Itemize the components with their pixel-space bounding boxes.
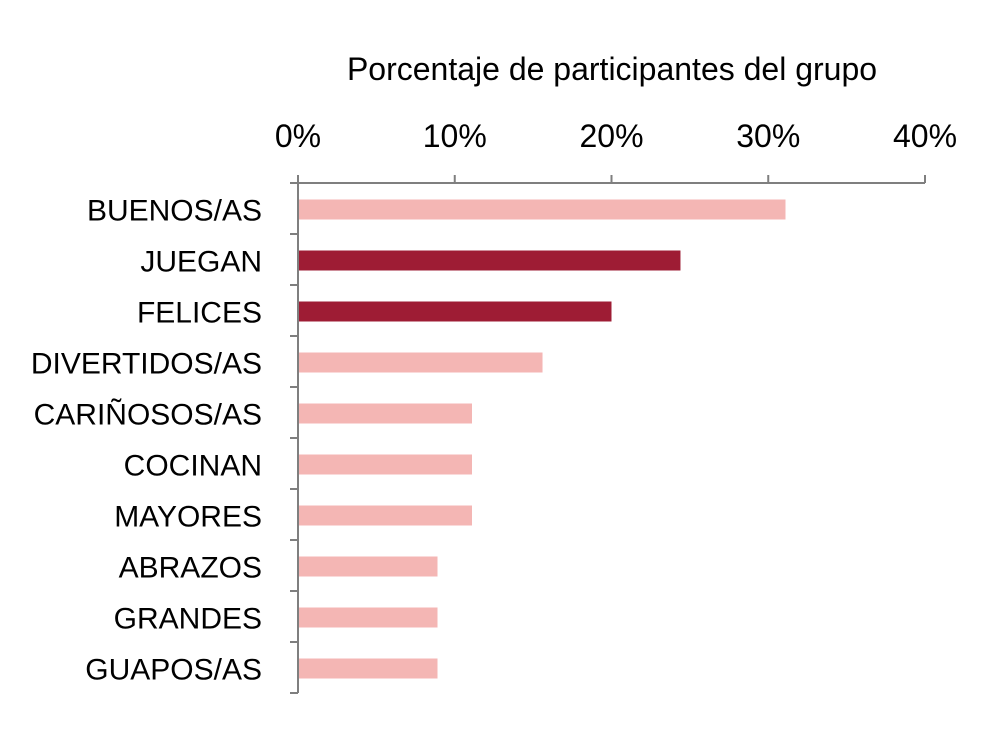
category-label: CARIÑOSOS/AS [34, 398, 262, 432]
x-tick-label: 0% [275, 118, 321, 154]
bar [299, 607, 438, 628]
bar [299, 250, 681, 271]
category-label: FELICES [137, 297, 262, 330]
category-label: ABRAZOS [119, 552, 262, 585]
x-tick-label: 40% [893, 118, 957, 154]
category-label: MAYORES [114, 501, 262, 534]
category-label: COCINAN [124, 450, 262, 483]
bar [299, 403, 472, 424]
bar [299, 352, 543, 373]
bar [299, 505, 472, 526]
x-axis-ticks: 0% 10% 20% 30% 40% [275, 118, 957, 183]
x-tick-label: 10% [423, 118, 487, 154]
bars [299, 199, 786, 679]
category-label: BUENOS/AS [87, 195, 262, 228]
x-tick-label: 20% [579, 118, 643, 154]
x-axis-title: Porcentaje de participantes del grupo [347, 51, 877, 87]
bar [299, 658, 438, 679]
bar [299, 199, 786, 220]
category-label: DIVERTIDOS/AS [31, 348, 262, 381]
bar [299, 454, 472, 475]
axes [290, 182, 925, 694]
bar [299, 301, 612, 322]
category-label: GRANDES [114, 603, 262, 636]
category-label: GUAPOS/AS [85, 654, 262, 687]
x-tick-label: 30% [736, 118, 800, 154]
category-label: JUEGAN [140, 246, 262, 279]
bar [299, 556, 438, 577]
category-labels: BUENOS/AS JUEGAN FELICES DIVERTIDOS/AS CARIÑ… [31, 195, 262, 687]
